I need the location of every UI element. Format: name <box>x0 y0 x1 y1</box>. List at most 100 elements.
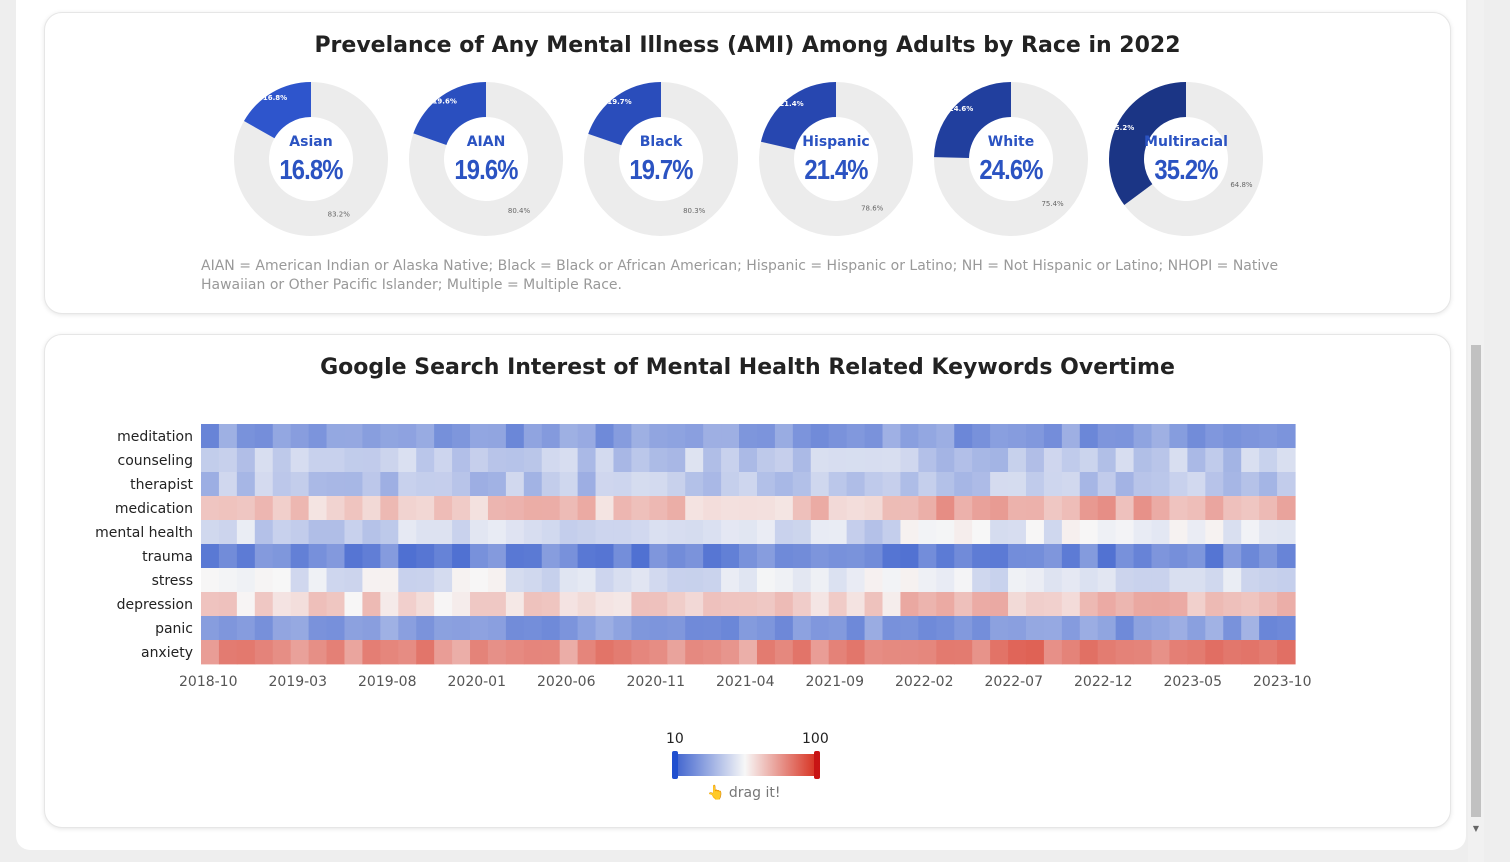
heatmap-cell <box>685 496 704 521</box>
heatmap-cell <box>362 616 381 641</box>
heatmap-cell <box>649 496 668 521</box>
heatmap-cell <box>505 544 525 569</box>
heatmap-cell <box>972 520 991 545</box>
heatmap-cell <box>810 544 830 569</box>
heatmap-cell <box>1061 472 1081 497</box>
heatmap-cell <box>810 472 830 497</box>
heatmap-x-tick-label: 2020-11 <box>627 674 686 690</box>
heatmap-cell <box>201 472 220 497</box>
heatmap-cell <box>792 472 812 497</box>
heatmap-cell <box>416 520 435 545</box>
heatmap-cell <box>290 496 310 521</box>
heatmap-cell <box>254 424 274 449</box>
heatmap-cell <box>990 472 1009 497</box>
heatmap-cell <box>936 568 955 593</box>
heatmap-cell <box>828 592 848 617</box>
heatmap-cell <box>1205 616 1224 641</box>
scrollbar-thumb[interactable] <box>1471 345 1481 817</box>
heatmap-cell <box>756 592 776 617</box>
heatmap-cell <box>1151 520 1171 545</box>
heatmap-cell <box>1151 472 1171 497</box>
heatmap-cell <box>1008 544 1027 569</box>
donut-percent-value: 35.2% <box>1154 154 1218 185</box>
legend-max-handle[interactable] <box>814 751 820 779</box>
heatmap-cell <box>541 544 561 569</box>
heatmap-cell <box>559 544 579 569</box>
heatmap-cell <box>631 616 650 641</box>
donut-value-segment <box>760 82 836 150</box>
heatmap-cell <box>1205 592 1224 617</box>
heatmap-cell <box>810 568 830 593</box>
heatmap-cell <box>362 424 381 449</box>
heatmap-cell <box>990 520 1009 545</box>
heatmap-cell <box>631 640 650 665</box>
heatmap-cell <box>792 544 812 569</box>
heatmap-cell <box>398 544 417 569</box>
heatmap-cell <box>649 592 668 617</box>
heatmap-cell <box>1097 568 1117 593</box>
donut-value-label: 16.8% <box>263 94 287 102</box>
heatmap-cell <box>918 640 937 665</box>
heatmap-cell <box>1277 568 1296 593</box>
heatmap-cell <box>756 520 776 545</box>
heatmap-cell <box>1115 472 1135 497</box>
heatmap-cell <box>739 496 758 521</box>
heatmap-cell <box>290 520 310 545</box>
heatmap-cell <box>918 424 937 449</box>
heatmap-x-tick-label: 2023-10 <box>1253 674 1312 690</box>
heatmap-cell <box>613 448 633 473</box>
donut-white: 24.6% 75.4% White 24.6% <box>933 81 1089 237</box>
donut-value-segment <box>413 82 486 146</box>
heatmap-cell <box>541 568 561 593</box>
heatmap-cell <box>774 424 794 449</box>
legend-min-handle[interactable] <box>672 751 678 779</box>
heatmap-cell <box>559 592 579 617</box>
heatmap-cell <box>254 472 274 497</box>
heatmap-x-tick-label: 2020-01 <box>448 674 507 690</box>
heatmap-cell <box>308 496 328 521</box>
donut-value-segment <box>243 82 311 139</box>
heatmap-cell <box>649 568 668 593</box>
heatmap-cell <box>559 640 579 665</box>
heatmap-cell <box>1277 640 1296 665</box>
heatmap-cell <box>1241 592 1260 617</box>
heatmap-cell <box>344 640 364 665</box>
heatmap-cell <box>236 496 256 521</box>
heatmap-cell <box>1008 592 1027 617</box>
heatmap-cell <box>236 448 256 473</box>
heatmap-cell <box>1043 592 1063 617</box>
heatmap-x-tick-label: 2022-07 <box>985 674 1044 690</box>
heatmap-cell <box>1223 592 1242 617</box>
heatmap-cell <box>936 544 955 569</box>
heatmap-cell <box>254 640 274 665</box>
heatmap-cell <box>756 424 776 449</box>
heatmap-x-tick-label: 2021-04 <box>716 674 775 690</box>
ami-chart-title: Prevelance of Any Mental Illness (AMI) A… <box>314 33 1181 58</box>
heatmap-cell <box>505 592 525 617</box>
heatmap-cell <box>756 640 776 665</box>
heatmap-cell <box>936 424 955 449</box>
heatmap-cell <box>1277 616 1296 641</box>
heatmap-cell <box>541 424 561 449</box>
scroll-down-arrow-icon[interactable]: ▼ <box>1472 824 1480 833</box>
heatmap-cell <box>613 424 633 449</box>
heatmap-cell <box>541 448 561 473</box>
vertical-scrollbar[interactable]: ▼ <box>1468 0 1484 862</box>
heatmap-cell <box>1187 640 1206 665</box>
heatmap-cell <box>972 496 991 521</box>
heatmap-cell <box>864 640 884 665</box>
heatmap-cell <box>1079 496 1099 521</box>
heatmap-cell <box>487 592 507 617</box>
heatmap-cell <box>470 568 489 593</box>
heatmap-cell <box>918 496 937 521</box>
heatmap-cell <box>523 568 543 593</box>
heatmap-cell <box>416 496 435 521</box>
heatmap-cell <box>1223 472 1242 497</box>
heatmap-cell <box>218 448 238 473</box>
heatmap-cell <box>290 448 310 473</box>
donut-rest-segment <box>584 82 738 236</box>
search-interest-card: Google Search Interest of Mental Health … <box>44 334 1451 828</box>
heatmap-cell <box>1187 424 1206 449</box>
heatmap-cell <box>882 448 902 473</box>
heatmap-cell <box>918 544 937 569</box>
